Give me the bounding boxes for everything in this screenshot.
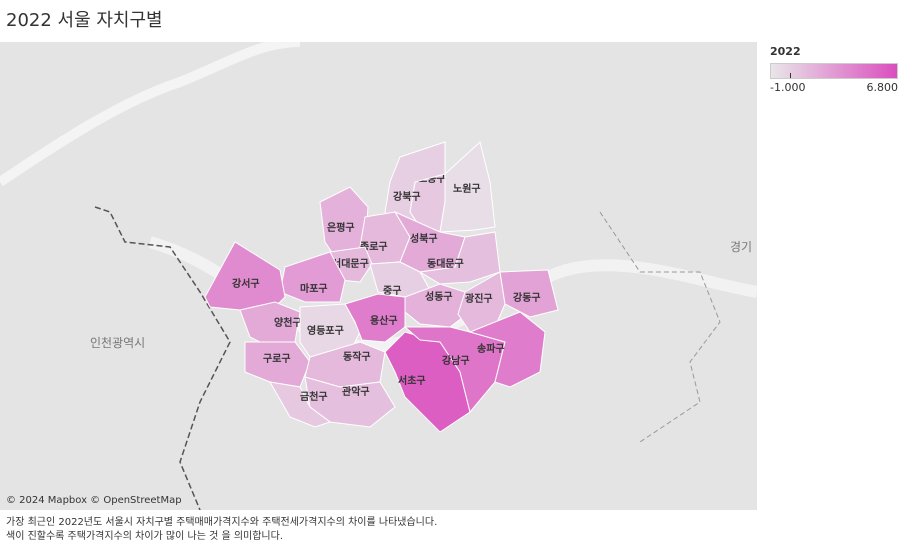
district-23[interactable]: 송파구	[468, 311, 546, 388]
district-label: 동작구	[343, 350, 371, 363]
district-label: 동대문구	[427, 257, 464, 270]
boundary-line	[94, 206, 231, 510]
page-title: 2022 서울 자치구별	[6, 10, 163, 31]
district-10[interactable]: 강서구	[204, 241, 286, 313]
legend-min: -1.000	[770, 81, 806, 94]
district-1[interactable]: 노원구	[439, 141, 496, 233]
district-label: 송파구	[477, 342, 505, 355]
legend-zero-tick	[790, 73, 791, 78]
district-label: 성동구	[425, 290, 453, 303]
district-17[interactable]: 구로구	[244, 341, 311, 388]
caption-line-2: 색이 진할수록 주택가격지수의 차이가 많이 나는 것 을 의미합니다.	[6, 531, 284, 542]
district-shape[interactable]	[499, 269, 559, 318]
district-label: 강남구	[442, 354, 470, 367]
district-label: 서대문구	[332, 257, 369, 270]
district-9[interactable]: 마포구	[279, 251, 346, 303]
district-shape[interactable]	[384, 141, 446, 233]
district-20[interactable]: 금천구	[269, 381, 332, 428]
district-19[interactable]: 관악구	[304, 376, 396, 428]
district-14[interactable]: 성동구	[404, 283, 471, 328]
district-shape[interactable]	[403, 326, 506, 414]
district-13[interactable]: 용산구	[344, 293, 406, 343]
district-label: 노원구	[453, 182, 481, 195]
district-label: 영등포구	[307, 324, 344, 337]
color-legend: 2022 -1.000 6.800	[770, 45, 898, 94]
district-15[interactable]: 광진구	[457, 271, 506, 333]
district-label: 금천구	[300, 390, 328, 403]
district-label: 성북구	[410, 232, 438, 245]
district-label: 강서구	[232, 277, 260, 290]
district-label: 강동구	[513, 291, 541, 304]
legend-max: 6.800	[866, 81, 899, 94]
district-11[interactable]: 양천구	[239, 301, 302, 348]
district-label: 광진구	[465, 292, 493, 305]
river	[0, 42, 301, 187]
district-label: 강북구	[393, 190, 421, 203]
legend-title: 2022	[770, 45, 801, 58]
legend-gradient	[770, 63, 898, 79]
district-shape[interactable]	[468, 311, 546, 388]
district-label: 관악구	[342, 385, 370, 398]
district-shape[interactable]	[269, 381, 332, 428]
district-label: 은평구	[327, 221, 355, 234]
district-label: 용산구	[370, 314, 398, 327]
district-shape[interactable]	[404, 283, 471, 328]
district-label: 종로구	[360, 241, 388, 253]
district-label: 구로구	[263, 353, 291, 365]
district-8[interactable]: 중구	[369, 261, 431, 298]
district-label: 마포구	[300, 282, 328, 295]
district-7[interactable]: 동대문구	[418, 231, 501, 285]
district-label: 양천구	[274, 316, 302, 329]
district-shape[interactable]	[344, 293, 406, 343]
district-label: 중구	[383, 285, 401, 297]
city-label-gyeonggi: 경기	[730, 240, 752, 254]
map-attribution[interactable]: © 2024 Mapbox © OpenStreetMap	[6, 495, 182, 506]
district-shape[interactable]	[418, 231, 501, 285]
district-shape[interactable]	[204, 241, 286, 313]
caption-line-1: 가장 최근인 2022년도 서울시 자치구별 주택매매가격지수와 주택전세가격지…	[6, 517, 438, 528]
boundary-line-east	[599, 211, 721, 443]
city-label-incheon: 인천광역시	[90, 335, 145, 350]
district-2[interactable]: 강북구	[384, 141, 446, 233]
district-shape[interactable]	[439, 141, 496, 233]
map-view[interactable]: 도봉구 노원구 강북구 은평구 종로구 성북구 서대문구 동대문구 중구 마포구 강서구 양천구 영등포…	[0, 42, 757, 510]
district-label: 서초구	[398, 374, 426, 387]
caption: 가장 최근인 2022년도 서울시 자치구별 주택매매가격지수와 주택전세가격지…	[6, 516, 437, 544]
district-16[interactable]: 강동구	[499, 269, 559, 318]
district-22[interactable]: 강남구	[403, 326, 506, 414]
